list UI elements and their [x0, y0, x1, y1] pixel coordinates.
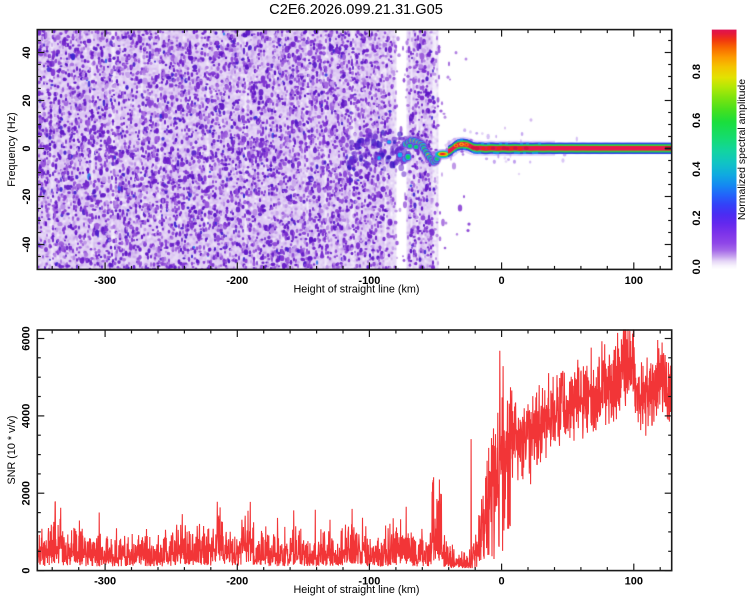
svg-text:0.0: 0.0 — [691, 259, 703, 274]
svg-text:-100: -100 — [358, 275, 380, 287]
svg-text:0: 0 — [21, 145, 33, 151]
svg-text:Frequency (Hz): Frequency (Hz) — [6, 112, 18, 186]
svg-text:0: 0 — [499, 275, 505, 287]
svg-text:0.8: 0.8 — [691, 64, 703, 79]
svg-text:4000: 4000 — [21, 404, 33, 428]
svg-text:Height of straight line (km): Height of straight line (km) — [293, 584, 419, 596]
svg-text:-200: -200 — [226, 575, 248, 587]
svg-text:0.4: 0.4 — [691, 161, 703, 177]
svg-text:100: 100 — [625, 575, 643, 587]
svg-text:Normalized spectral amplitude: Normalized spectral amplitude — [736, 79, 748, 220]
svg-text:6000: 6000 — [21, 326, 33, 350]
svg-text:0.2: 0.2 — [691, 210, 703, 225]
svg-text:-100: -100 — [358, 575, 380, 587]
svg-text:0: 0 — [499, 575, 505, 587]
svg-text:0: 0 — [21, 568, 33, 574]
svg-text:100: 100 — [625, 275, 643, 287]
svg-text:-300: -300 — [94, 275, 116, 287]
svg-text:40: 40 — [21, 46, 33, 58]
svg-text:0.6: 0.6 — [691, 113, 703, 128]
svg-text:-200: -200 — [226, 275, 248, 287]
svg-text:-20: -20 — [21, 189, 33, 205]
svg-text:-300: -300 — [94, 575, 116, 587]
svg-text:C2E6.2026.099.21.31.G05: C2E6.2026.099.21.31.G05 — [269, 2, 443, 18]
svg-text:20: 20 — [21, 94, 33, 106]
svg-text:2000: 2000 — [21, 481, 33, 505]
svg-text:Height of straight line (km): Height of straight line (km) — [293, 284, 419, 296]
svg-text:-40: -40 — [21, 237, 33, 253]
svg-text:SNR (10 * v/v): SNR (10 * v/v) — [6, 416, 18, 485]
